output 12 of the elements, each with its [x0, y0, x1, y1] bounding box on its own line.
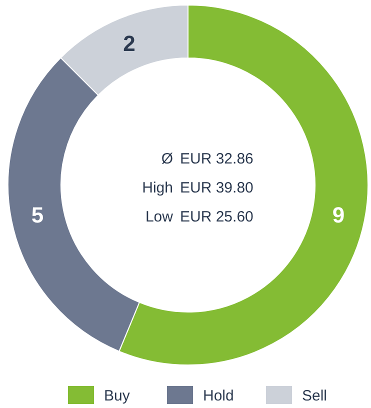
text: High [142, 179, 173, 196]
text: EUR 25.60 [180, 208, 254, 226]
legend-label: Buy [104, 387, 130, 404]
text: EUR 39.80 [180, 179, 254, 196]
data-label: 9 [332, 202, 345, 228]
text: Ø [161, 150, 174, 168]
data-label: 2 [123, 30, 136, 56]
legend-label: Hold [203, 387, 234, 404]
text: EUR 32.86 [180, 150, 254, 168]
legend-label: Sell [302, 387, 328, 404]
data-label: 5 [31, 202, 44, 228]
text: Low [145, 208, 174, 226]
